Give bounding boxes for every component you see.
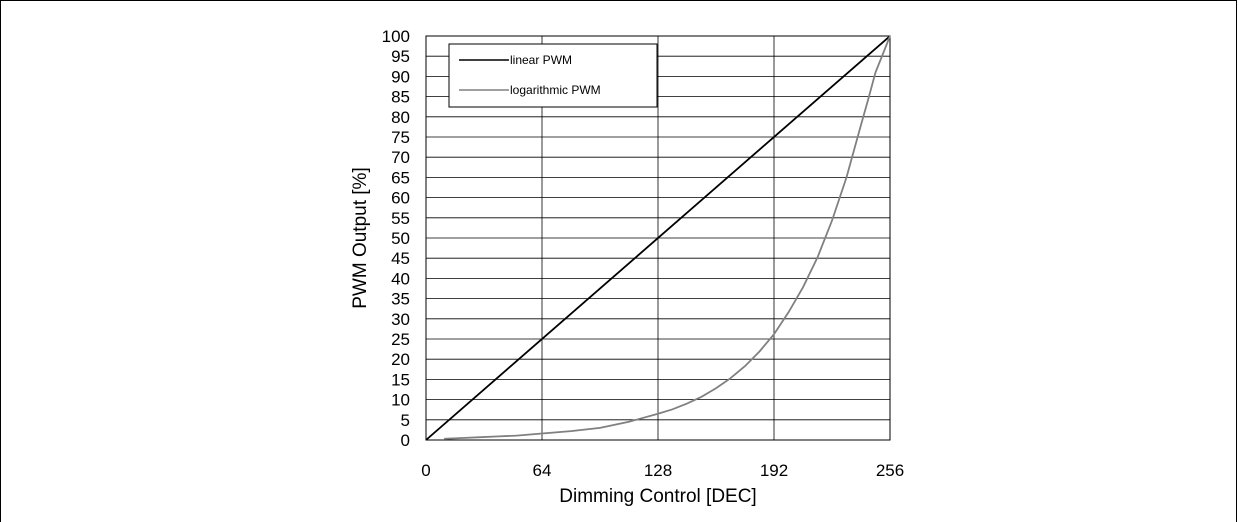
y-tick-label: 95: [391, 47, 410, 66]
y-tick-label: 90: [391, 67, 410, 86]
series-lines: [425, 35, 891, 441]
x-tick-label: 0: [421, 461, 430, 480]
y-tick-label: 60: [391, 189, 410, 208]
y-tick-label: 25: [391, 330, 410, 349]
y-tick-label: 45: [391, 249, 410, 268]
series-line-0: [425, 35, 891, 441]
plot-area: [425, 35, 891, 441]
legend: linear PWM logarithmic PWM: [448, 43, 658, 108]
y-axis-label: PWM Output [%]: [350, 167, 371, 308]
x-axis-label: Dimming Control [DEC]: [559, 486, 756, 507]
y-tick-label: 85: [391, 88, 410, 107]
x-tick-label: 128: [644, 461, 672, 480]
series-line-1: [444, 35, 891, 440]
y-tick-label: 40: [391, 269, 410, 288]
legend-box: [448, 43, 658, 108]
x-tick-label: 64: [533, 461, 552, 480]
y-tick-label: 55: [391, 209, 410, 228]
legend-label-linear: linear PWM: [510, 53, 572, 67]
y-tick-label: 70: [391, 148, 410, 167]
x-tick-labels: 0 64 128 192 256: [421, 461, 904, 480]
y-tick-label: 15: [391, 370, 410, 389]
y-tick-label: 5: [401, 411, 410, 430]
y-tick-label: 0: [401, 431, 410, 450]
x-tick-label: 192: [760, 461, 788, 480]
y-tick-label: 35: [391, 290, 410, 309]
y-tick-label: 30: [391, 310, 410, 329]
y-tick-label: 65: [391, 168, 410, 187]
y-tick-label: 10: [391, 391, 410, 410]
x-tick-label: 256: [876, 461, 904, 480]
y-tick-label: 50: [391, 229, 410, 248]
y-tick-label: 75: [391, 128, 410, 147]
y-tick-label: 20: [391, 350, 410, 369]
y-tick-label: 100: [382, 27, 410, 46]
legend-label-logarithmic: logarithmic PWM: [510, 83, 601, 97]
y-tick-label: 80: [391, 108, 410, 127]
